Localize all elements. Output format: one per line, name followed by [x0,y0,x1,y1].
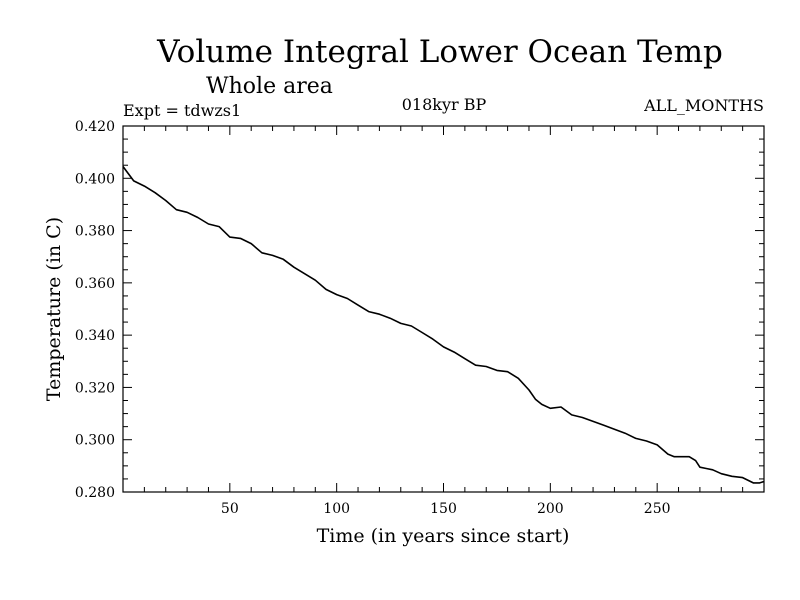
y-tick-label: 0.320 [75,380,115,396]
y-tick-label: 0.280 [75,485,115,501]
x-axis-label: Time (in years since start) [317,525,570,547]
series-line [122,166,765,484]
y-tick-label: 0.360 [75,276,115,292]
x-tick-label: 200 [537,501,564,517]
experiment-label: Expt = tdwzs1 [123,101,242,120]
chart-subtitle: Whole area [206,74,333,99]
plot-frame [122,125,765,493]
y-tick-label: 0.400 [75,171,115,187]
y-tick-label: 0.340 [75,328,115,344]
x-tick-label: 100 [323,501,350,517]
y-tick-label: 0.380 [75,224,115,240]
y-tick-label: 0.300 [75,433,115,449]
chart-title: Volume Integral Lower Ocean Temp [157,34,723,70]
period-label: 018kyr BP [401,95,487,114]
x-tick-label: 150 [430,501,457,517]
months-label: ALL_MONTHS [644,96,764,115]
x-tick-label: 50 [221,501,239,517]
x-tick-label: 250 [644,501,671,517]
y-axis-label: Temperature (in C) [43,217,65,401]
y-tick-label: 0.420 [75,119,115,135]
